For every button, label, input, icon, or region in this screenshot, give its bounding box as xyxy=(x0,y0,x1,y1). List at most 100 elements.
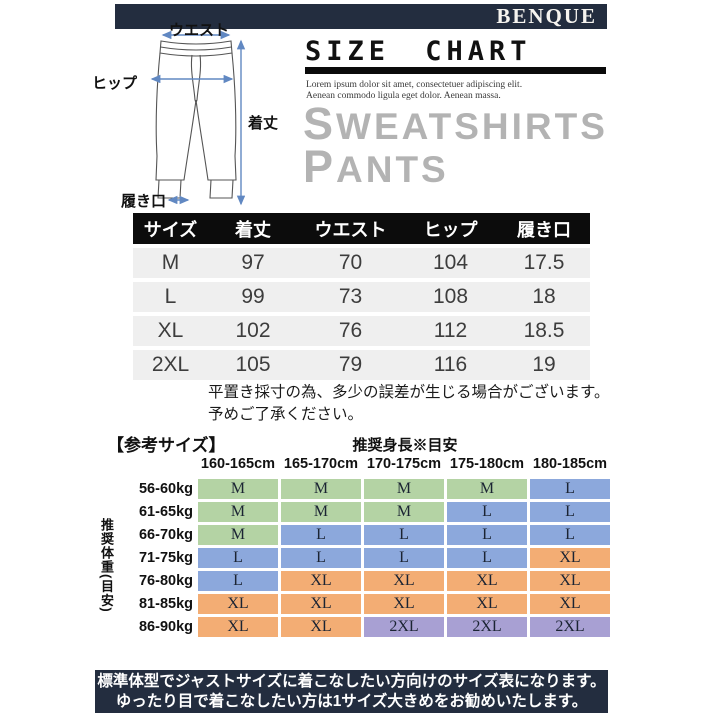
size-cell: M xyxy=(281,479,361,499)
table-row: L 99 73 108 18 xyxy=(133,282,590,312)
product-line2: PANTS xyxy=(303,141,449,192)
size-cell: XL xyxy=(364,594,444,614)
height-header: 180-185cm xyxy=(532,456,608,472)
brand-bar: BENQUE xyxy=(115,4,607,29)
size-cell: M xyxy=(198,525,278,545)
size-cell: L xyxy=(198,548,278,568)
size-cell: L xyxy=(447,525,527,545)
note-line1: 平置き採寸の為、多少の誤差が生じる場合がございます。 xyxy=(208,384,610,401)
footer-line1: 標準体型でジャストサイズに着こなしたい方向けのサイズ表になります。 xyxy=(97,672,606,690)
size-cell: M xyxy=(364,502,444,522)
cell-value: 104 xyxy=(432,251,469,274)
weight-label: 56-60kg xyxy=(138,481,193,497)
size-cell: L xyxy=(281,548,361,568)
weight-label: 71-75kg xyxy=(138,550,193,566)
cell-value: 102 xyxy=(235,319,271,342)
cell-value: 112 xyxy=(433,319,468,342)
cell-value: 99 xyxy=(241,285,265,308)
reference-grid: M M M M L M M M L L M L L L L L L L L XL… xyxy=(198,479,610,637)
reference-size-title: 【参考サイズ】 xyxy=(107,436,226,455)
cell-value: 97 xyxy=(241,251,265,274)
weight-label: 66-70kg xyxy=(138,527,193,543)
weight-label: 76-80kg xyxy=(138,573,193,589)
title-divider xyxy=(305,67,606,74)
size-cell: 2XL xyxy=(364,617,444,637)
size-cell: XL xyxy=(198,617,278,637)
size-cell: L xyxy=(530,502,610,522)
cell-value: 76 xyxy=(338,319,363,342)
cell-value: 105 xyxy=(235,353,271,376)
pants-outline xyxy=(155,40,237,199)
height-header: 160-165cm xyxy=(200,456,276,472)
recommended-height-label: 推奨身長※目安 xyxy=(352,437,458,454)
size-cell: L xyxy=(447,502,527,522)
measurement-note: 平置き採寸の為、多少の誤差が生じる場合がございます。 予めご了承ください。 xyxy=(208,382,609,426)
footer-line2: ゆったり目で着こなしたい方は1サイズ大きめをお勧めいたします。 xyxy=(115,692,588,710)
size-table-header: サイズ 着丈 ウエスト ヒップ 履き口 xyxy=(133,213,590,244)
recommended-weight-label: 推奨体重(目安) xyxy=(99,518,114,613)
cell-value: 79 xyxy=(338,353,363,376)
size-cell: 2XL xyxy=(530,617,610,637)
subtitle-line1: Lorem ipsum dolor sit amet, consectetuer… xyxy=(306,80,523,90)
size-cell: L xyxy=(281,525,361,545)
page-title: SIZE CHART xyxy=(305,36,532,67)
size-cell: XL xyxy=(530,571,610,591)
size-cell: XL xyxy=(281,594,361,614)
subtitle-line2: Aenean commodo ligula eget dolor. Aenean… xyxy=(306,91,501,101)
hip-label: ヒップ xyxy=(92,75,138,92)
col-header-size: サイズ xyxy=(143,219,198,240)
col-header-hip: ヒップ xyxy=(423,219,478,240)
hem-label: 履き口 xyxy=(121,193,167,210)
height-header: 175-180cm xyxy=(449,456,525,472)
size-cell: L xyxy=(364,525,444,545)
size-cell: L xyxy=(530,479,610,499)
table-row: M 97 70 104 17.5 xyxy=(133,248,590,278)
measure-arrows xyxy=(150,30,246,206)
col-header-waist: ウエスト xyxy=(314,219,387,240)
footer-note-bar: 標準体型でジャストサイズに着こなしたい方向けのサイズ表になります。 ゆったり目で… xyxy=(95,670,608,713)
size-cell: XL xyxy=(364,571,444,591)
size-cell: XL xyxy=(530,594,610,614)
size-cell: L xyxy=(530,525,610,545)
cell-size: M xyxy=(161,251,180,274)
subtitle-text: Lorem ipsum dolor sit amet, consectetuer… xyxy=(306,80,522,102)
cell-value: 17.5 xyxy=(523,251,565,274)
cell-size: XL xyxy=(157,319,184,342)
height-headers: 160-165cm 165-170cm 170-175cm 175-180cm … xyxy=(198,456,610,472)
size-cell: 2XL xyxy=(447,617,527,637)
cell-value: 73 xyxy=(338,285,363,308)
weight-labels: 56-60kg 61-65kg 66-70kg 71-75kg 76-80kg … xyxy=(108,479,193,637)
col-header-length: 着丈 xyxy=(235,219,271,240)
cell-value: 18.5 xyxy=(523,319,565,342)
cell-value: 108 xyxy=(432,285,469,308)
cell-value: 116 xyxy=(433,353,468,376)
size-cell: M xyxy=(281,502,361,522)
pants-diagram xyxy=(150,30,246,206)
size-cell: XL xyxy=(447,594,527,614)
size-cell: L xyxy=(198,571,278,591)
size-cell: XL xyxy=(281,617,361,637)
note-line2: 予めご了承ください。 xyxy=(208,406,364,423)
height-header: 165-170cm xyxy=(283,456,359,472)
height-header: 170-175cm xyxy=(366,456,442,472)
product-name: SWEATSHIRTS PANTS xyxy=(303,104,608,190)
size-cell: XL xyxy=(198,594,278,614)
size-table: サイズ 着丈 ウエスト ヒップ 履き口 M 97 70 104 17.5 L 9… xyxy=(133,213,590,380)
table-row: XL 102 76 112 18.5 xyxy=(133,316,590,346)
cell-value: 19 xyxy=(532,353,556,376)
size-cell: M xyxy=(447,479,527,499)
size-cell: XL xyxy=(530,548,610,568)
size-cell: M xyxy=(198,479,278,499)
waist-label: ウエスト xyxy=(169,22,230,39)
product-line1: SWEATSHIRTS xyxy=(303,98,608,149)
weight-label: 61-65kg xyxy=(138,504,193,520)
size-cell: L xyxy=(364,548,444,568)
size-cell: L xyxy=(447,548,527,568)
cell-value: 18 xyxy=(532,285,556,308)
brand-logo: BENQUE xyxy=(496,4,597,28)
cell-value: 70 xyxy=(338,251,363,274)
length-label: 着丈 xyxy=(248,115,279,132)
size-cell: XL xyxy=(447,571,527,591)
weight-label: 81-85kg xyxy=(138,596,193,612)
